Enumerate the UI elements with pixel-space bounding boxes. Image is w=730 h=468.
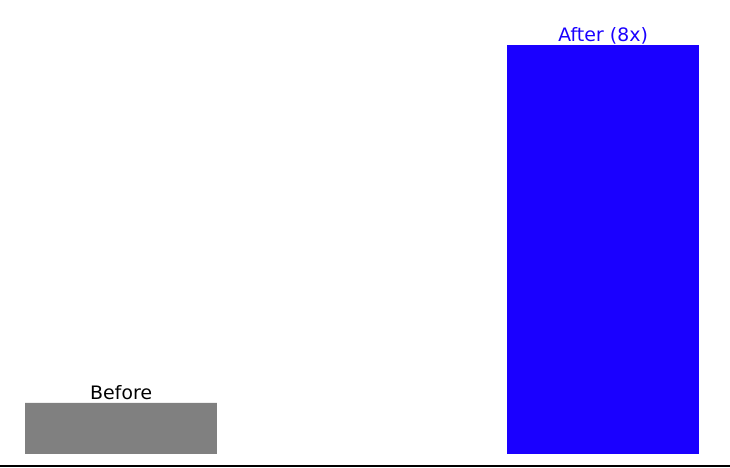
- bar-1: [507, 45, 699, 454]
- bar-label-1: After (8x): [558, 24, 648, 46]
- bar-label-0: Before: [90, 382, 152, 404]
- bar-0: [25, 402, 217, 454]
